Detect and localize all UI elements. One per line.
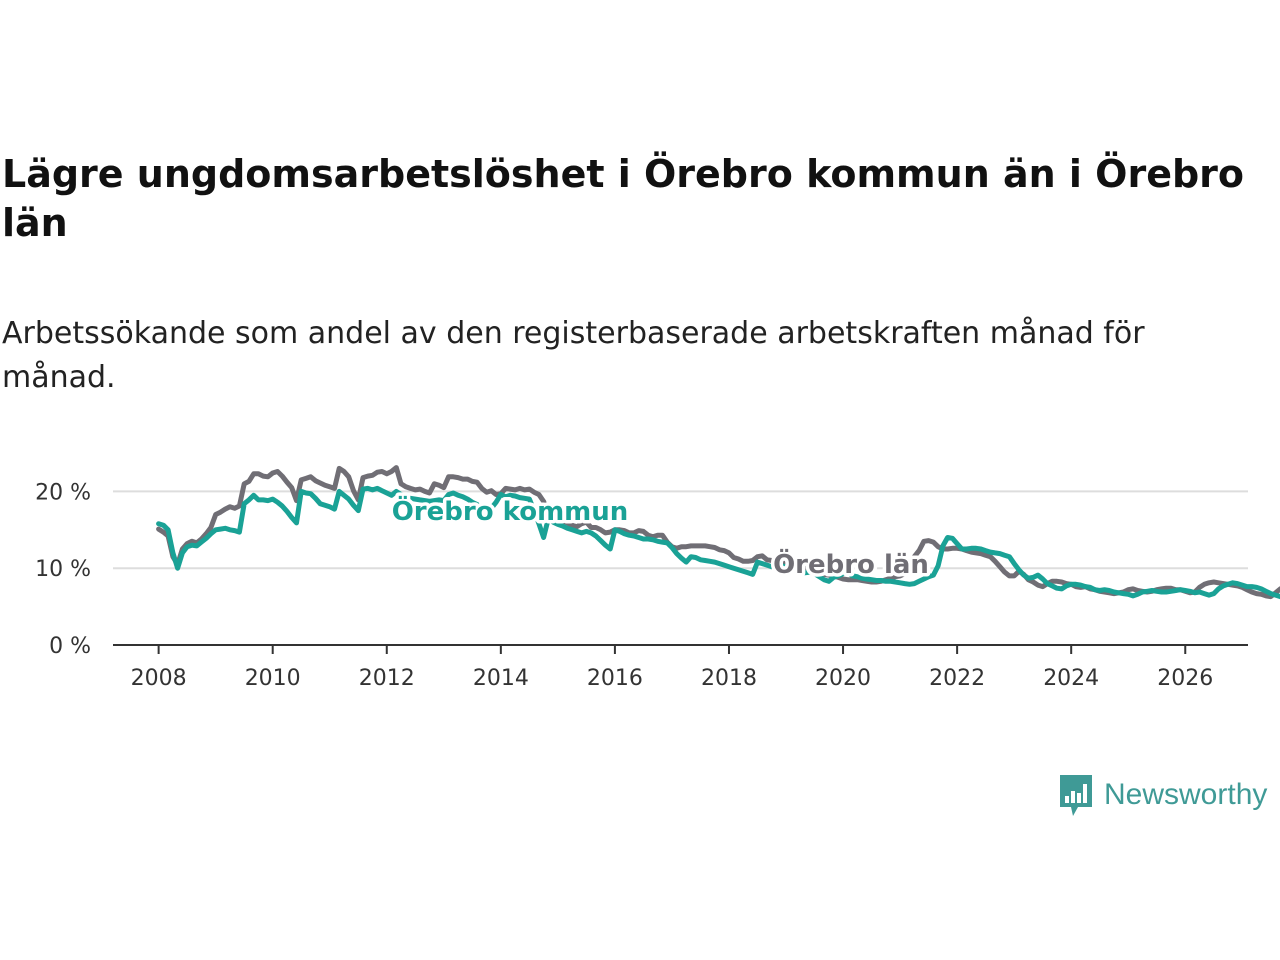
x-tick-label: 2026 <box>1157 666 1213 691</box>
logo-wordmark: Newsworthy <box>1104 778 1268 811</box>
line-chart: 0 % 10 % 20 % 2008 2010 2012 2014 2016 2018 2020 2… <box>35 465 1280 691</box>
x-tick-label: 2014 <box>473 666 529 691</box>
chart-title: Lägre ungdomsarbetslöshet i Örebro kommu… <box>2 152 1245 245</box>
chart-subtitle: Arbetssökande som andel av den registerb… <box>2 316 1145 395</box>
x-tick-label: 2010 <box>245 666 301 691</box>
y-tick-label: 20 % <box>35 480 91 505</box>
x-tick-label: 2024 <box>1043 666 1099 691</box>
newsworthy-logo: Newsworthy <box>1058 772 1267 818</box>
y-tick-label: 10 % <box>35 557 91 582</box>
series-label: Örebro län <box>773 547 929 580</box>
x-tick-label: 2018 <box>701 666 757 691</box>
bar-chart-speech-bubble-icon <box>1060 775 1092 816</box>
x-tick-label: 2022 <box>929 666 985 691</box>
series-line-kommun <box>156 485 1280 600</box>
x-tick-label: 2012 <box>359 666 415 691</box>
x-tick-label: 2008 <box>131 666 187 691</box>
series-label: Örebro kommun <box>392 494 629 527</box>
y-tick-label: 0 % <box>49 634 91 659</box>
x-tick-label: 2020 <box>815 666 871 691</box>
series-line-lan <box>156 465 1280 600</box>
x-tick-label: 2016 <box>587 666 643 691</box>
